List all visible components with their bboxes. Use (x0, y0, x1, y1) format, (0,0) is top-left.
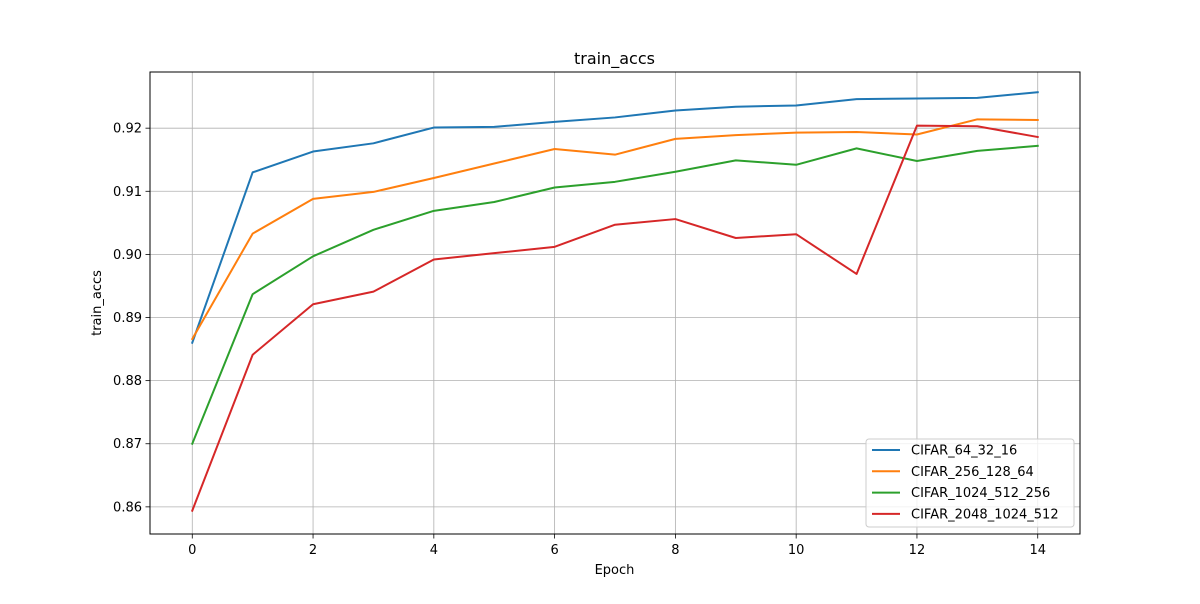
y-tick-label: 0.87 (113, 437, 142, 452)
legend-box (865, 438, 1075, 528)
series-lines (190, 91, 1039, 512)
legend: CIFAR_64_32_16 CIFAR_256_128_64 CIFAR_1024… (865, 438, 1075, 528)
x-tick-label: 12 (909, 543, 926, 558)
legend-label-3: CIFAR_2048_1024_512 (911, 507, 1059, 522)
series-line-3 (190, 124, 1039, 512)
y-tick-label: 0.91 (113, 185, 142, 200)
y-tick-label: 0.89 (113, 311, 142, 326)
y-tick-label: 0.92 (113, 122, 142, 137)
x-tick-label: 2 (309, 543, 317, 558)
x-tick-label: 4 (430, 543, 438, 558)
x-axis-label: Epoch (595, 563, 635, 578)
y-tick-label: 0.90 (113, 248, 142, 263)
series-line-2 (190, 144, 1039, 446)
series-line-0 (190, 91, 1039, 345)
y-tick-label: 0.86 (113, 500, 142, 515)
y-axis-ticks: 0.86 0.87 0.88 0.89 0.90 0.91 0.92 (113, 122, 150, 515)
legend-label-2: CIFAR_1024_512_256 (911, 486, 1050, 501)
chart-title: train_accs (574, 49, 655, 69)
legend-label-0: CIFAR_64_32_16 (911, 444, 1017, 459)
x-tick-label: 14 (1029, 543, 1046, 558)
y-tick-label: 0.88 (113, 374, 142, 389)
x-tick-label: 0 (188, 543, 196, 558)
legend-label-1: CIFAR_256_128_64 (911, 465, 1034, 480)
x-tick-label: 8 (671, 543, 679, 558)
plot-area-frame (149, 71, 1081, 535)
y-axis-label: train_accs (90, 270, 105, 336)
x-tick-label: 6 (550, 543, 558, 558)
series-line-1 (190, 118, 1039, 341)
x-tick-label: 10 (788, 543, 805, 558)
x-axis-ticks: 0 2 4 6 8 10 12 14 (188, 534, 1046, 558)
